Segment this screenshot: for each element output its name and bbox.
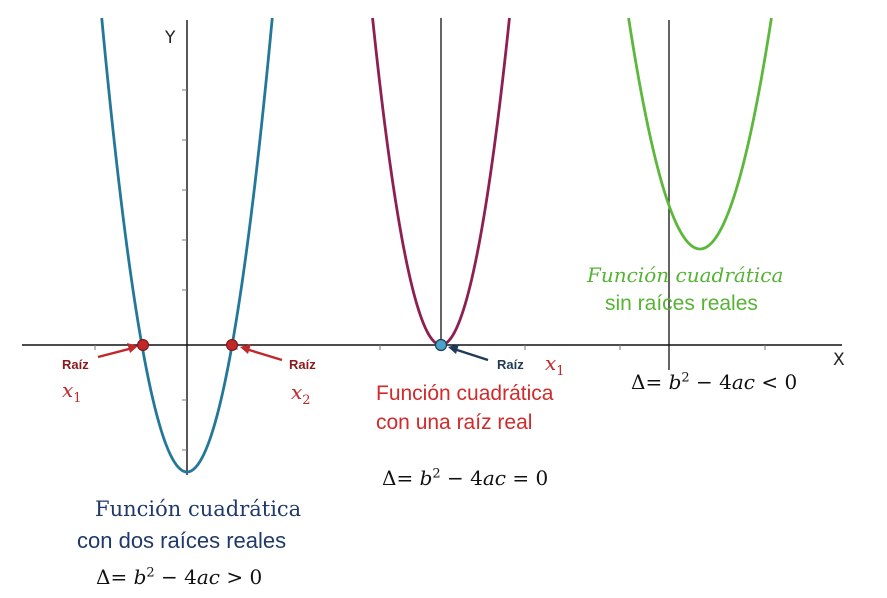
caption-two-roots-line1: Función cuadrática	[95, 497, 302, 521]
caption-no-roots-line2: sin raíces reales	[605, 292, 758, 315]
caption-two-roots-line2: con dos raíces reales	[77, 528, 287, 553]
root-label-middle: Raíz	[497, 357, 524, 372]
arrow-root-middle	[448, 344, 489, 362]
caption-one-root-line1: Función cuadrática	[376, 382, 554, 405]
vertex-point	[434, 338, 448, 352]
arrow-root-right	[240, 344, 283, 362]
formula-two-roots: Δ= b2 − 4ac > 0	[96, 565, 263, 589]
y-axis-label: Y	[165, 28, 176, 48]
root-var-x2: x2	[291, 380, 311, 408]
y-axis-ticks	[182, 89, 187, 451]
formula-no-roots: Δ= b2 − 4ac < 0	[631, 370, 798, 394]
caption-no-roots-line1: Función cuadrática	[587, 263, 784, 287]
root-var-x1-left: x1	[62, 378, 82, 406]
root-label-left: Raíz	[62, 357, 89, 372]
parabola-two-roots	[100, 17, 274, 474]
caption-one-root-line2: con una raíz real	[376, 411, 533, 434]
x-axis-label: X	[833, 350, 845, 370]
x-axis-ticks	[94, 345, 766, 350]
root-label-right: Raíz	[289, 357, 316, 372]
root-point-x1	[137, 339, 149, 351]
parabola-no-roots	[627, 17, 773, 251]
formula-one-root: Δ= b2 − 4ac = 0	[382, 466, 549, 490]
arrow-root-left	[97, 343, 138, 359]
root-var-x1-middle: x1	[545, 351, 565, 379]
root-point-x2	[226, 339, 238, 351]
